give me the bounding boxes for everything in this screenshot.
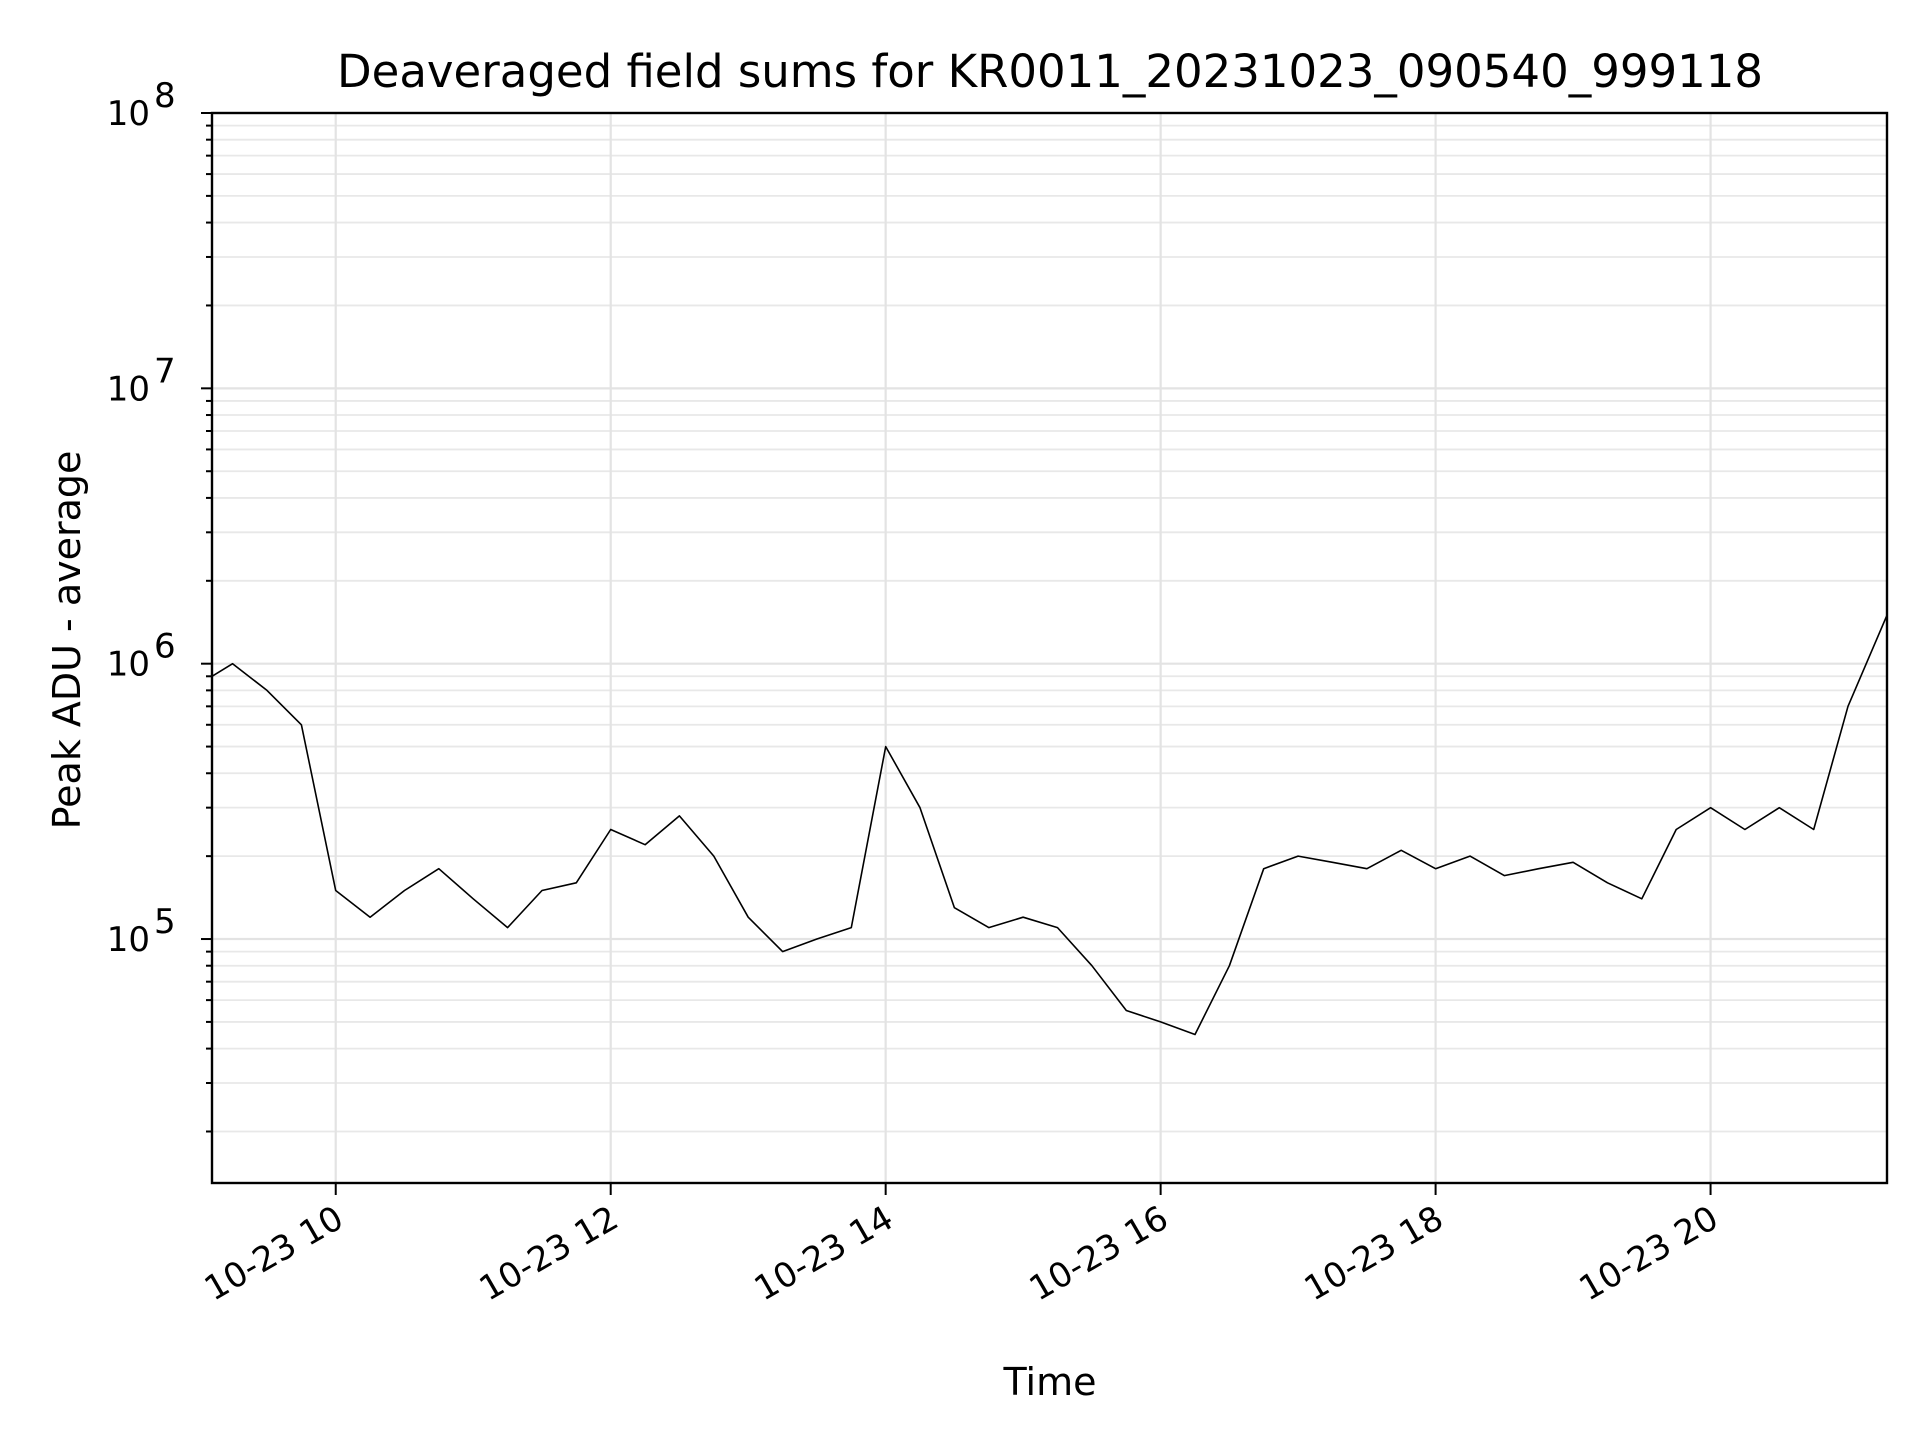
y-tick-label-exponent: 6 <box>154 627 176 667</box>
y-tick-label-exponent: 7 <box>154 351 176 391</box>
y-tick-label-exponent: 8 <box>154 76 176 116</box>
x-axis-title: Time <box>1003 1360 1097 1404</box>
y-tick-label: 10 <box>107 645 150 685</box>
y-tick-label: 10 <box>107 920 150 960</box>
x-tick-label: 10-23 18 <box>1298 1198 1450 1309</box>
x-tick-label: 10-23 10 <box>198 1198 350 1309</box>
plot-area <box>211 614 1888 1036</box>
x-tick-label: 10-23 16 <box>1023 1198 1175 1309</box>
y-tick-label: 10 <box>107 94 150 134</box>
chart-title: Deaveraged field sums for KR0011_2023102… <box>337 45 1763 98</box>
x-tick-label: 10-23 20 <box>1573 1198 1725 1309</box>
series-line <box>211 614 1888 1036</box>
y-axis-title: Peak ADU - average <box>45 451 89 830</box>
y-tick-label-exponent: 5 <box>154 902 176 942</box>
x-tick-label: 10-23 12 <box>473 1198 625 1309</box>
x-tick-label: 10-23 14 <box>748 1198 900 1309</box>
y-tick-label: 10 <box>107 369 150 409</box>
grid <box>212 111 1887 1183</box>
plot-frame <box>210 111 1889 1185</box>
